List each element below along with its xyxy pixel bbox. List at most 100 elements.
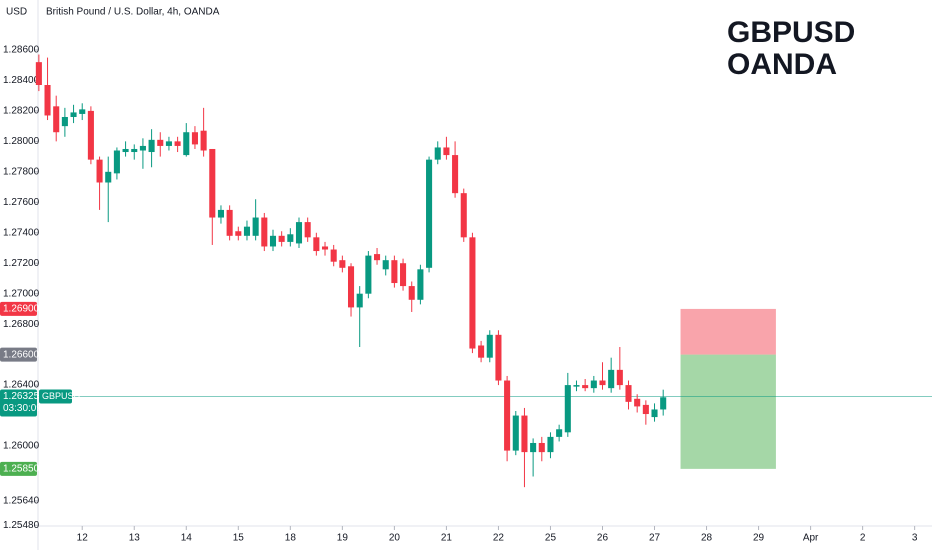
currency: USD bbox=[6, 7, 27, 18]
price-badge-label: 1.25850 bbox=[3, 464, 40, 475]
candle-body bbox=[660, 397, 667, 410]
y-tick-label: 1.27000 bbox=[3, 288, 40, 299]
candle-body bbox=[530, 442, 537, 453]
candle-body bbox=[642, 404, 649, 415]
candle-body bbox=[269, 235, 277, 247]
candle-body bbox=[165, 141, 172, 146]
candle-body bbox=[61, 116, 68, 127]
y-tick-label: 1.25640 bbox=[3, 496, 40, 507]
candle-body bbox=[70, 112, 77, 117]
candle-body bbox=[408, 286, 415, 300]
candle-body bbox=[504, 380, 511, 451]
candle-body bbox=[96, 159, 103, 183]
symbol-tag-label: GBPUSD bbox=[42, 391, 81, 401]
y-tick-label: 1.28600 bbox=[3, 45, 40, 56]
price-badge bbox=[0, 347, 37, 362]
candle-body bbox=[434, 147, 441, 160]
x-tick-label: 26 bbox=[597, 533, 609, 544]
candle-body bbox=[651, 409, 658, 418]
symbol-tag bbox=[39, 389, 72, 404]
x-tick-label: 3 bbox=[912, 533, 918, 544]
candle-body bbox=[443, 147, 450, 156]
candle-body bbox=[400, 263, 407, 287]
candle-body bbox=[200, 130, 207, 151]
candle-body bbox=[252, 217, 259, 236]
x-tick-label: 28 bbox=[701, 533, 713, 544]
y-tick-label: 1.28200 bbox=[3, 106, 40, 117]
candle-body bbox=[53, 106, 60, 133]
candle-body bbox=[391, 260, 398, 284]
candle-body bbox=[339, 260, 346, 268]
x-tick-label: 15 bbox=[233, 533, 245, 544]
candle-body bbox=[347, 266, 355, 308]
x-tick-label: Apr bbox=[803, 533, 819, 544]
x-tick-label: 20 bbox=[389, 533, 401, 544]
y-tick-label: 1.28000 bbox=[3, 136, 40, 147]
candle-body bbox=[174, 141, 181, 146]
candle-body bbox=[209, 148, 216, 218]
y-tick-label: 1.25480 bbox=[3, 520, 40, 531]
candle-body bbox=[295, 222, 303, 244]
candle-body bbox=[79, 109, 86, 114]
candle-body bbox=[321, 246, 329, 250]
y-tick-label: 1.28400 bbox=[3, 75, 40, 86]
price-badge bbox=[0, 461, 37, 476]
candle-body bbox=[469, 237, 476, 349]
candle-body bbox=[148, 139, 155, 153]
candle-body bbox=[365, 255, 372, 294]
candle-body bbox=[564, 385, 571, 433]
candle-body bbox=[608, 369, 615, 389]
candle-body bbox=[356, 293, 363, 308]
last-price-label: 1.26325 bbox=[3, 391, 40, 402]
candle-body bbox=[44, 85, 51, 116]
price-badge-label: 1.26600 bbox=[3, 349, 40, 360]
candle-body bbox=[486, 334, 493, 358]
x-tick-label: 19 bbox=[337, 533, 349, 544]
candle-body bbox=[573, 385, 580, 387]
candle-body bbox=[243, 226, 251, 236]
x-tick-label: 29 bbox=[753, 533, 765, 544]
candle-body bbox=[590, 380, 597, 389]
x-tick-label: 27 bbox=[649, 533, 661, 544]
price-badge-label: 1.26900 bbox=[3, 304, 40, 315]
candle-body bbox=[547, 436, 554, 453]
stop-zone bbox=[680, 308, 776, 355]
candle-body bbox=[261, 217, 268, 247]
candle-body bbox=[521, 415, 528, 453]
candle-body bbox=[512, 415, 519, 451]
candle-body bbox=[304, 222, 311, 238]
y-tick-label: 1.26800 bbox=[3, 319, 40, 330]
candle-body bbox=[131, 148, 138, 153]
candle-body bbox=[417, 269, 424, 300]
candle-body bbox=[478, 345, 485, 358]
candle-body bbox=[460, 193, 467, 238]
target-zone bbox=[680, 354, 776, 469]
chart-title: OANDA bbox=[727, 48, 837, 81]
x-tick-label: 18 bbox=[285, 533, 297, 544]
y-tick-label: 1.27400 bbox=[3, 227, 40, 238]
candle-body bbox=[278, 235, 285, 242]
candle-body bbox=[235, 231, 242, 236]
y-tick-label: 1.26000 bbox=[3, 441, 40, 452]
candle-body bbox=[452, 155, 459, 194]
candle-body bbox=[287, 234, 294, 242]
y-tick-label: 1.27600 bbox=[3, 197, 40, 208]
x-tick-label: 22 bbox=[493, 533, 505, 544]
candle-body bbox=[382, 260, 389, 270]
candle-body bbox=[538, 442, 545, 453]
y-tick-label: 1.27800 bbox=[3, 166, 40, 177]
y-tick-label: 1.26400 bbox=[3, 380, 40, 391]
candle-body bbox=[634, 398, 641, 407]
candle-body bbox=[495, 334, 502, 381]
x-tick-label: 25 bbox=[545, 533, 557, 544]
candle-body bbox=[330, 249, 337, 262]
x-tick-label: 12 bbox=[77, 533, 89, 544]
candle-body bbox=[426, 159, 433, 268]
x-tick-label: 2 bbox=[860, 533, 866, 544]
candle-body bbox=[217, 209, 224, 218]
candle-body bbox=[599, 380, 606, 386]
candle-body bbox=[556, 429, 563, 437]
candle-body bbox=[226, 209, 233, 236]
